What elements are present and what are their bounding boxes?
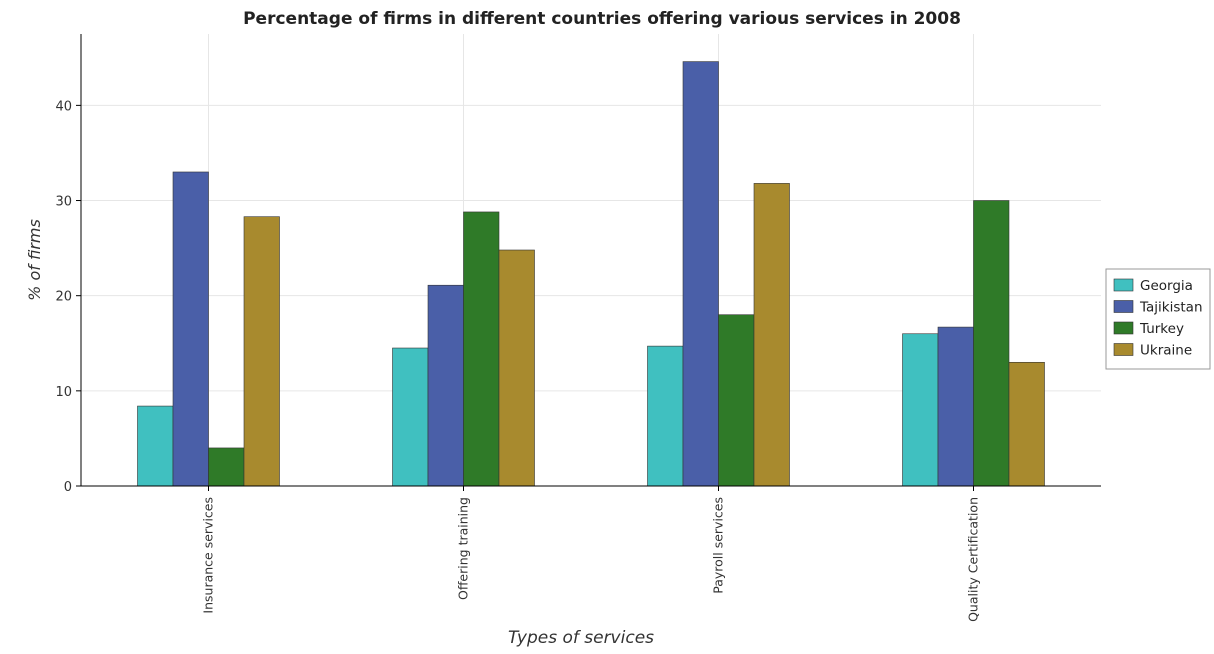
y-tick-label: 40 [55,99,72,114]
bar [392,347,429,487]
legend-label: Ukraine [1140,343,1192,359]
bar [902,333,939,487]
legend-swatch [1113,278,1134,292]
legend-label: Tajikistan [1139,300,1203,316]
x-tick-label: Offering training [456,497,471,600]
bar [718,314,755,487]
legend-swatch [1113,300,1134,313]
chart-title: Percentage of firms in different countri… [243,9,961,29]
bar [973,200,1010,487]
legend: Georgia Tajikistan Turkey Ukraine [1105,268,1211,370]
legend-label: Turkey [1139,321,1184,337]
x-tick-label: Payroll services [711,497,726,594]
bar [463,211,500,487]
bar [243,216,280,487]
bar [208,447,245,487]
x-tick-label: Insurance services [201,497,216,614]
y-axis-label: % of firms [25,219,44,301]
y-tick-label: 0 [64,480,72,495]
bar [172,171,209,487]
y-tick-label: 20 [55,290,72,305]
bar [498,249,535,487]
bar [1008,361,1045,487]
bar [937,326,974,487]
bar [753,183,790,487]
legend-swatch [1113,321,1134,335]
bar [427,284,464,487]
legend-label: Georgia [1140,278,1193,294]
x-tick-label: Quality Certification [966,497,981,622]
bar [682,61,719,487]
legend-swatch [1113,343,1134,356]
y-tick-label: 10 [55,385,72,400]
axes: 0 10 20 30 40 Insurance services Offering trai… [55,34,1101,622]
y-tick-label: 30 [55,195,72,210]
bars [137,61,1045,487]
x-axis-label: Types of services [508,628,654,648]
bar [137,405,174,487]
bar [647,345,684,487]
